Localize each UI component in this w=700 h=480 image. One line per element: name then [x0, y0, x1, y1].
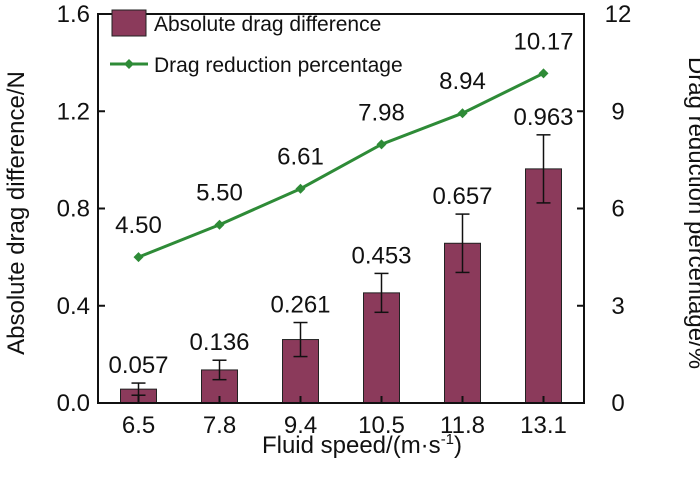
bar-13.1	[525, 168, 562, 404]
y-right-tick-label: 3	[611, 293, 624, 320]
bar-label-7.8: 0.136	[189, 329, 249, 356]
line-point-9.4	[295, 183, 306, 194]
line-point-11.8	[457, 108, 468, 119]
bar-label-10.5: 0.453	[351, 242, 411, 269]
line-label-13.1: 10.17	[513, 28, 573, 55]
x-tick-label-11.8: 11.8	[440, 412, 485, 439]
x-axis-title-main: Fluid speed/(m·s	[262, 432, 441, 459]
bar-label-9.4: 0.261	[270, 292, 330, 319]
x-axis-title-superscript: -1	[441, 431, 454, 448]
legend-label-absolute-drag-difference: Absolute drag difference	[154, 13, 381, 36]
y-left-tick-label: 0.8	[57, 196, 90, 223]
x-tick-label-10.5: 10.5	[358, 412, 405, 439]
line-label-10.5: 7.98	[358, 99, 405, 126]
drag-reduction-line	[137, 71, 545, 259]
x-tick-label-13.1: 13.1	[520, 412, 567, 439]
bar-label-13.1: 0.963	[513, 104, 573, 131]
x-axis-title-close: )	[454, 432, 462, 459]
bar-label-11.8: 0.657	[432, 183, 492, 210]
x-tick-label-7.8: 7.8	[203, 412, 236, 439]
line-label-11.8: 8.94	[439, 68, 486, 95]
y-right-tick-label: 9	[611, 98, 624, 125]
y-right-tick-label: 12	[605, 1, 632, 28]
x-axis-title: Fluid speed/(m·s-1)	[262, 431, 462, 459]
legend-bar-swatch	[111, 9, 147, 37]
legend: Absolute drag difference Drag reduction …	[110, 9, 403, 77]
line-label-6.5: 4.50	[115, 212, 162, 239]
line-label-7.8: 5.50	[196, 180, 243, 207]
y-left-tick-label: 1.6	[57, 1, 90, 28]
y-left-tick-label: 0.0	[57, 390, 90, 417]
y-axis-left-title: Absolute drag difference/N	[3, 71, 30, 355]
y-right-tick-label: 0	[611, 390, 624, 417]
line-point-10.5	[376, 139, 387, 150]
bar-label-6.5: 0.057	[108, 352, 168, 379]
y-left-tick-label: 0.4	[57, 293, 90, 320]
line-point-7.8	[214, 219, 225, 230]
x-tick-label-9.4: 9.4	[284, 412, 317, 439]
legend-line-marker	[124, 59, 134, 69]
y-right-tick-label: 6	[611, 196, 624, 223]
line-point-13.1	[538, 68, 549, 79]
legend-label-drag-reduction-percentage: Drag reduction percentage	[154, 54, 403, 77]
y-left-tick-label: 1.2	[57, 98, 90, 125]
y-axis-right-title: Drag reduction percentage/%	[683, 57, 700, 369]
plot-area: 0.057 0.136 0.261 0.453 0.657 0.963 4.50 5.50 6.…	[57, 1, 632, 439]
line-label-9.4: 6.61	[277, 144, 324, 171]
x-tick-label-6.5: 6.5	[122, 412, 155, 439]
line-point-6.5	[133, 252, 144, 263]
